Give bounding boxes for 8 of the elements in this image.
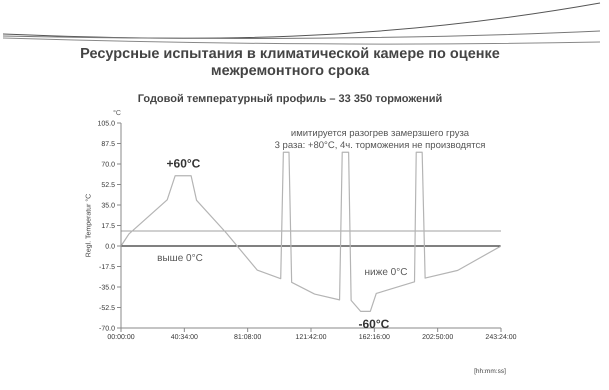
annotation: имитируется разогрев замерзшего груза 3 раза: +80°C, 4ч. торможения не производятся (274, 128, 486, 152)
annotation: выше 0°C (156, 253, 204, 265)
annotation: +60°C (166, 156, 201, 171)
chart-subtitle: Годовой температурный профиль – 33 350 торможений (136, 93, 444, 105)
annotation: -60°C (358, 317, 390, 332)
line-series (121, 152, 501, 312)
annotation: ниже 0°C (364, 267, 408, 279)
chart-title: Ресурсные испытания в климатической камере по оценке межремонтного срока (79, 46, 501, 80)
